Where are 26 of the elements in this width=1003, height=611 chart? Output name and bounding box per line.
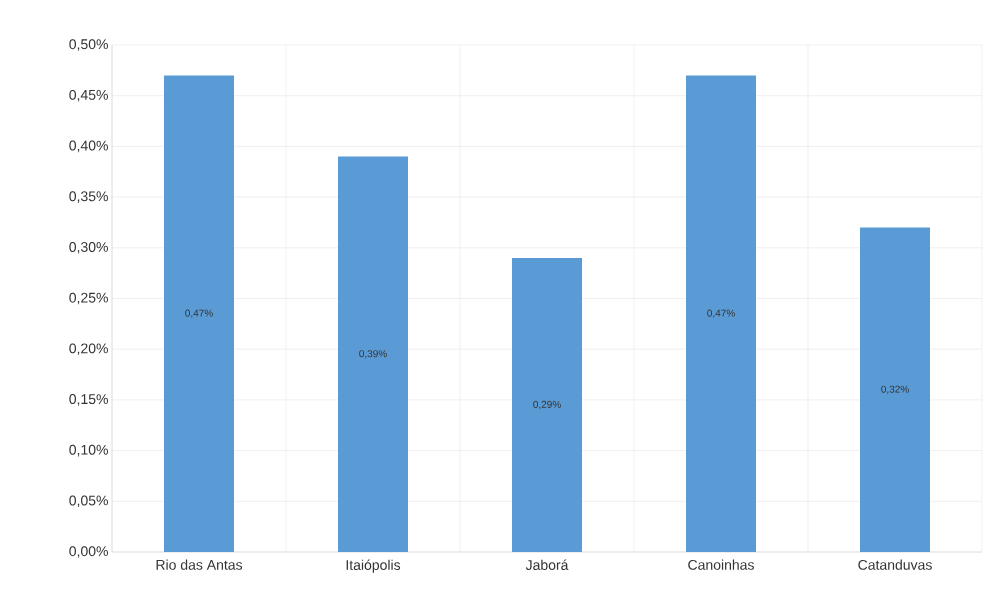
- y-tick-label: 0,10%: [69, 444, 108, 457]
- y-tick-label: 0,00%: [69, 546, 108, 558]
- y-tick-label: 0,05%: [69, 495, 108, 508]
- data-label: 0,39%: [359, 350, 387, 359]
- x-tick-label: Catanduvas: [858, 559, 932, 570]
- y-tick-label: 0,35%: [69, 191, 108, 203]
- data-label: 0,47%: [185, 309, 213, 318]
- bar: [164, 75, 235, 552]
- y-tick-label: 0,25%: [69, 292, 108, 305]
- y-tick-label: 0,40%: [69, 140, 108, 153]
- x-tick-label: Canoinhas: [688, 559, 754, 570]
- bar: [512, 257, 582, 552]
- y-tick-label: 0,30%: [69, 242, 108, 254]
- x-tick-label: Rio das Antas: [156, 559, 243, 570]
- bar: [686, 75, 756, 552]
- y-tick-label: 0,50%: [69, 39, 108, 51]
- bar: [338, 156, 408, 552]
- x-tick-label: Jaborá: [525, 559, 569, 570]
- y-tick-label: 0,45%: [69, 89, 108, 102]
- y-tick-label: 0,15%: [69, 394, 108, 406]
- data-label: 0,29%: [533, 400, 561, 410]
- data-label: 0,32%: [881, 385, 909, 394]
- x-tick-label: Itaiópolis: [346, 559, 401, 573]
- data-label: 0,47%: [707, 309, 735, 318]
- bar: [860, 227, 931, 552]
- y-tick-label: 0,20%: [69, 343, 108, 355]
